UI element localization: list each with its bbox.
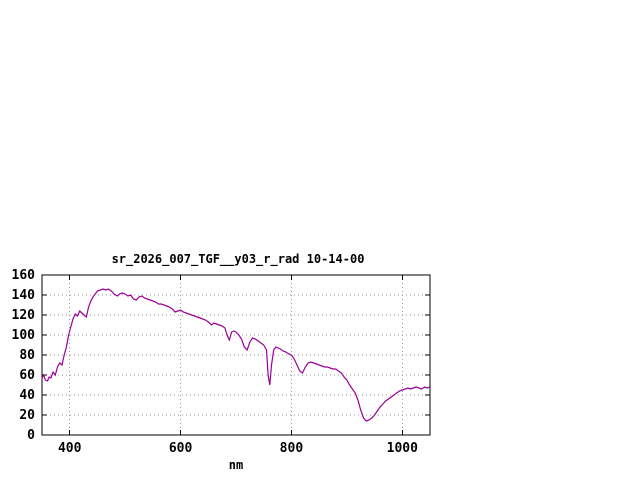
chart-body: 400 600 800 1000 0 20 40 60 80 100 120 140 160: [12, 268, 431, 456]
x-tick-label: 1000: [387, 441, 418, 456]
y-tick-label: 140: [12, 288, 36, 303]
x-tick-label: 600: [169, 441, 193, 456]
chart-title: sr_2026_007_TGF__y03_r_rad 10-14-00: [112, 252, 365, 267]
x-tick-label: 400: [58, 441, 82, 456]
x-axis-label: nm: [229, 458, 243, 472]
y-tick-label: 40: [19, 388, 35, 403]
x-tick-label: 800: [280, 441, 304, 456]
plot-border: [41, 274, 431, 436]
y-tick-label: 80: [19, 348, 35, 363]
y-tick-label: 0: [27, 428, 35, 443]
y-tick-label: 20: [19, 408, 35, 423]
y-tick-label: 100: [12, 328, 36, 343]
spectrum-curve: [41, 288, 431, 422]
y-tick-label: 60: [19, 368, 35, 383]
y-tick-label: 120: [12, 308, 36, 323]
y-tick-label: 160: [12, 268, 36, 283]
